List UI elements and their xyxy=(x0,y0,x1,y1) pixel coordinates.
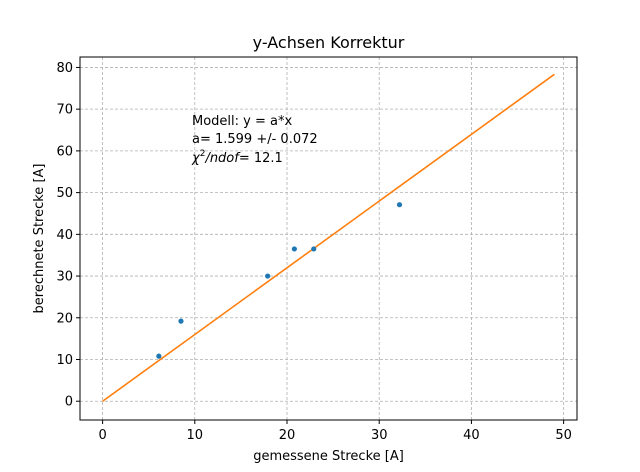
y-tick-label: 80 xyxy=(56,61,73,76)
data-point xyxy=(396,202,403,208)
y-tick-label: 60 xyxy=(56,144,73,159)
chart-title: y-Achsen Korrektur xyxy=(253,33,405,52)
x-tick-label: 40 xyxy=(463,428,480,443)
x-tick-label: 20 xyxy=(279,428,296,443)
data-point xyxy=(265,273,271,279)
axis-ticks: 0 10 20 30 40 50 0 10 20 30 40 50 60 70 80 xyxy=(56,61,571,443)
model-annotation: Modell: y = a*x a= 1.599 +/- 0.072 χ2/nd… xyxy=(191,114,318,166)
x-tick-label: 50 xyxy=(555,428,572,443)
x-tick-label: 30 xyxy=(371,428,388,443)
data-point xyxy=(156,353,162,359)
y-axis-label: berechnete Strecke [A] xyxy=(32,164,47,314)
data-point xyxy=(178,318,184,324)
y-tick-label: 30 xyxy=(56,270,73,285)
annotation-chi2: χ2/ndof= 12.1 xyxy=(191,149,283,166)
annotation-chi2-value: = 12.1 xyxy=(239,151,283,166)
y-tick-label: 0 xyxy=(65,395,73,410)
annotation-model: Modell: y = a*x xyxy=(192,114,292,129)
x-axis-label: gemessene Strecke [A] xyxy=(253,449,404,464)
x-tick-label: 0 xyxy=(98,428,106,443)
x-tick-label: 10 xyxy=(187,428,204,443)
y-tick-label: 40 xyxy=(56,228,73,243)
y-tick-label: 20 xyxy=(56,311,73,326)
y-tick-label: 10 xyxy=(56,353,73,368)
data-point xyxy=(291,246,297,252)
annotation-parameter: a= 1.599 +/- 0.072 xyxy=(192,132,318,147)
data-point xyxy=(311,246,317,252)
fit-line-segment xyxy=(102,73,555,402)
plot-frame xyxy=(79,56,578,421)
y-tick-label: 70 xyxy=(56,103,73,118)
y-tick-label: 50 xyxy=(56,186,73,201)
grid xyxy=(80,57,577,420)
fit-line xyxy=(102,73,555,402)
data-points xyxy=(156,202,403,359)
